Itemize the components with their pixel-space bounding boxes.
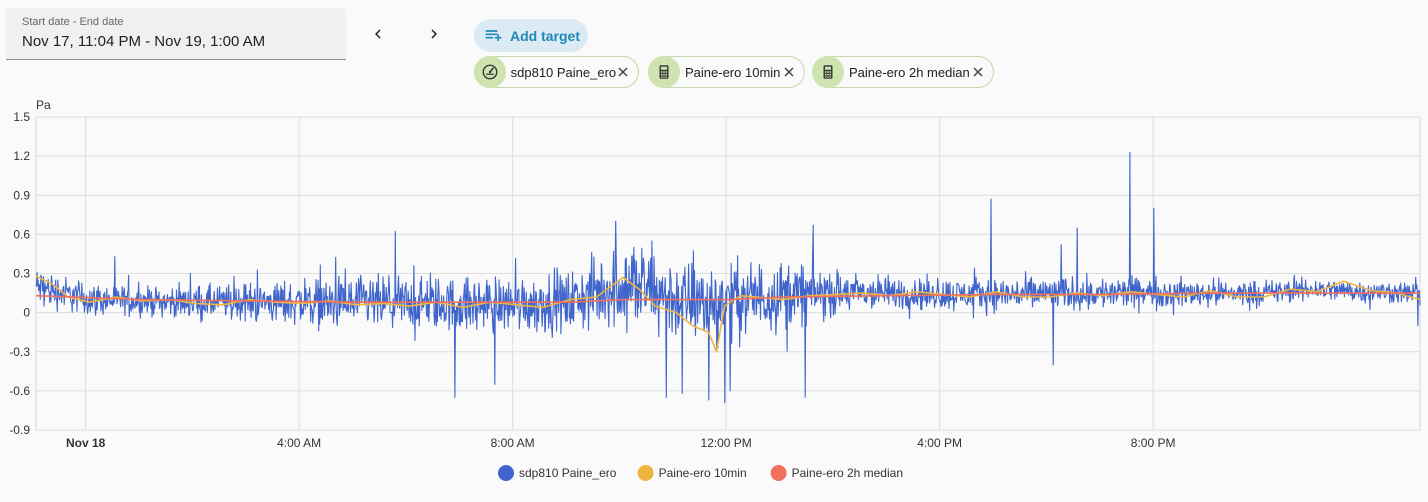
chart-legend[interactable]: sdp810 Paine_ero Paine-ero 10min Paine-ero… (498, 465, 903, 481)
x-tick-label: 4:00 PM (917, 436, 962, 450)
x-tick-label: 8:00 AM (491, 436, 535, 450)
calculator-icon (812, 55, 844, 88)
date-range-value[interactable]: Nov 17, 11:04 PM - Nov 19, 1:00 AM (22, 33, 266, 50)
x-tick-label: 4:00 AM (277, 436, 321, 450)
x-tick-label: 12:00 PM (700, 436, 751, 450)
close-icon[interactable] (616, 65, 630, 79)
y-tick-label: 0 (23, 306, 30, 320)
x-tick-label: 8:00 PM (1131, 436, 1176, 450)
y-tick-label: 0.9 (13, 188, 30, 202)
y-axis-ticks: 1.5 1.2 0.9 0.6 0.3 0 -0.3 -0.6 -0.9 (9, 110, 30, 437)
next-range-button[interactable] (416, 16, 452, 52)
date-range-picker[interactable]: Start date - End date Nov 17, 11:04 PM -… (6, 8, 346, 60)
y-tick-label: -0.9 (9, 423, 30, 437)
y-tick-label: 0.6 (13, 227, 30, 241)
legend-label: Paine-ero 10min (659, 466, 747, 480)
add-target-label: Add target (510, 27, 580, 44)
date-range-label: Start date - End date (22, 16, 124, 28)
plot-area (35, 151, 1421, 404)
legend-item[interactable]: sdp810 Paine_ero (498, 465, 617, 481)
y-tick-label: 1.2 (13, 149, 30, 163)
legend-label: sdp810 Paine_ero (519, 466, 617, 480)
add-target-button[interactable]: Add target (474, 19, 588, 52)
chevron-right-icon (431, 29, 437, 39)
target-chip-label: Paine-ero 2h median (849, 64, 970, 80)
target-chip-label: sdp810 Paine_ero (510, 64, 617, 80)
legend-item[interactable]: Paine-ero 10min (637, 465, 747, 481)
close-icon[interactable] (782, 65, 796, 79)
previous-range-button[interactable] (360, 16, 396, 52)
x-tick-label: Nov 18 (66, 436, 106, 450)
y-tick-label: 0.3 (13, 267, 30, 281)
x-axis-ticks: Nov 18 4:00 AM 8:00 AM 12:00 PM 4:00 PM 8:00 … (66, 436, 1176, 450)
calculator-icon (648, 55, 680, 88)
gauge-icon (474, 55, 506, 88)
chevron-left-icon (375, 29, 381, 39)
target-chip-label: Paine-ero 10min (685, 64, 781, 80)
target-chip-sdp810[interactable]: sdp810 Paine_ero (474, 55, 639, 88)
pressure-chart[interactable]: Pa 1.5 1.2 0.9 0.6 0.3 0 -0.3 -0.6 -0.9 Nov 18 4:… (0, 92, 1428, 502)
target-chip-2h-median[interactable]: Paine-ero 2h median (812, 55, 994, 88)
close-icon[interactable] (971, 65, 985, 79)
legend-swatch (770, 465, 787, 481)
y-tick-label: -0.6 (9, 384, 30, 398)
target-chip-10min[interactable]: Paine-ero 10min (648, 55, 805, 88)
legend-swatch (498, 465, 514, 481)
series-line-sdp810-paine-ero (35, 151, 1421, 404)
legend-item[interactable]: Paine-ero 2h median (770, 465, 903, 481)
series-line-paine-ero-2h-median (35, 292, 1420, 303)
legend-swatch (637, 465, 654, 481)
y-tick-label: -0.3 (9, 345, 30, 359)
y-tick-label: 1.5 (13, 110, 30, 124)
chart-grid (35, 116, 1421, 431)
y-axis-unit-label: Pa (36, 98, 51, 112)
legend-label: Paine-ero 2h median (792, 466, 903, 480)
playlist-add-icon (485, 29, 502, 41)
